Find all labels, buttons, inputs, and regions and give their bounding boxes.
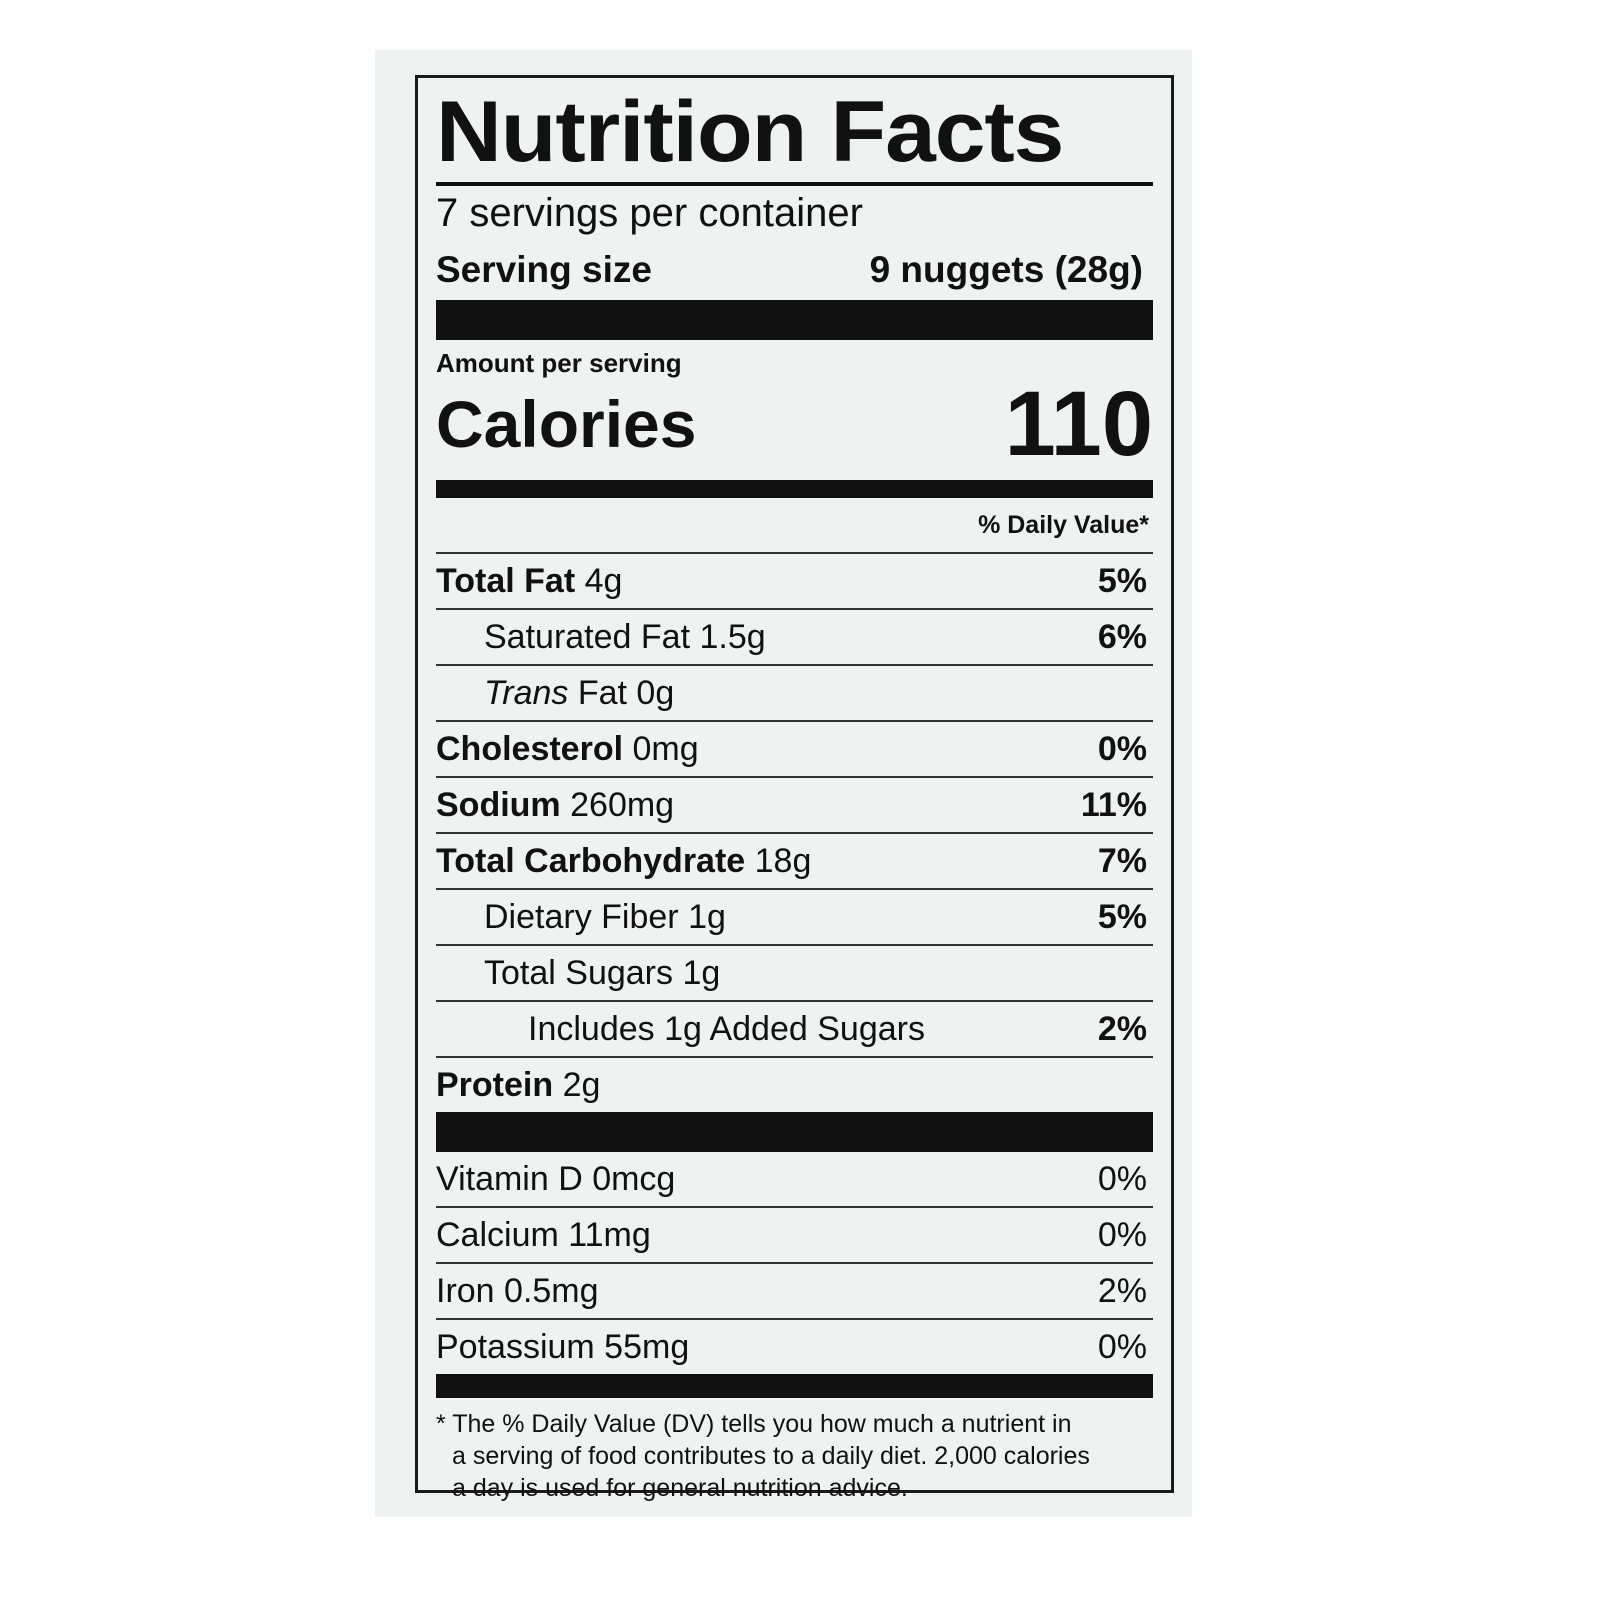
nutrient-name: Sodium	[436, 785, 561, 824]
nutrition-facts-label: Nutrition Facts 7 servings per container…	[415, 75, 1174, 1502]
vitamin-dv: 0%	[1097, 1215, 1147, 1254]
daily-value-header: % Daily Value*	[978, 511, 1149, 539]
nutrient-dv: 5%	[1097, 897, 1147, 936]
nutrient-name: Saturated Fat	[484, 617, 691, 656]
footnote-line: a day is used for general nutrition advi…	[452, 1474, 908, 1502]
servings-per-container: 7 servings per container	[436, 191, 863, 235]
nutrient-row-dietary-fiber: Dietary Fiber 1g 5%	[436, 888, 1153, 944]
nutrient-name: Total Carbohydrate	[436, 841, 746, 880]
nutrient-row-total-fat: Total Fat 4g 5%	[436, 552, 1153, 608]
serving-size-value: 9 nuggets (28g)	[869, 249, 1143, 290]
nutrient-name: Total Fat	[436, 561, 576, 600]
nutrient-row-trans-fat: Trans Fat 0g	[436, 664, 1153, 720]
nutrient-dv: 11%	[1080, 785, 1147, 824]
nutrient-row-saturated-fat: Saturated Fat 1.5g 6%	[436, 608, 1153, 664]
nutrient-dv: 6%	[1097, 617, 1147, 656]
nutrient-row-total-carbohydrate: Total Carbohydrate 18g 7%	[436, 832, 1153, 888]
calories-label: Calories	[436, 387, 697, 461]
vitamin-text: Calcium 11mg	[436, 1215, 651, 1254]
bottom-divider	[436, 1374, 1153, 1398]
label-background	[375, 50, 1192, 1517]
nutrient-row-protein: Protein 2g	[436, 1056, 1153, 1112]
nutrient-amount: 260mg	[570, 785, 675, 824]
amount-per-serving: Amount per serving	[436, 348, 682, 378]
nutrient-name: Total Sugars	[484, 953, 673, 992]
nutrient-name: Dietary Fiber	[484, 897, 679, 936]
vitamin-text: Vitamin D 0mcg	[436, 1159, 676, 1198]
nutrient-amount: 0g	[636, 673, 675, 712]
footnote: * The % Daily Value (DV) tells you how m…	[436, 1398, 1153, 1504]
nutrient-amount: 0mg	[632, 729, 699, 768]
nutrient-name: Trans	[484, 673, 569, 712]
calories-value: 110	[1004, 372, 1153, 475]
thick-divider	[436, 1112, 1153, 1152]
label-title: Nutrition Facts	[436, 84, 1064, 180]
thick-divider	[436, 300, 1153, 340]
nutrient-dv: 2%	[1097, 1009, 1147, 1048]
vitamin-dv: 0%	[1097, 1159, 1147, 1198]
medium-divider	[436, 480, 1153, 498]
vitamin-row: Potassium 55mg 0%	[436, 1318, 1153, 1374]
nutrient-amount: 1g	[682, 953, 721, 992]
nutrient-amount: 1g	[688, 897, 726, 936]
vitamin-dv: 2%	[1097, 1271, 1147, 1310]
nutrient-amount: 4g	[584, 561, 623, 600]
footnote-line: * The % Daily Value (DV) tells you how m…	[436, 1410, 1072, 1438]
nutrient-name: Protein	[436, 1065, 554, 1104]
calories-row: Calories 110	[436, 373, 1153, 475]
nutrient-name-rest: Fat	[577, 673, 627, 712]
vitamin-row: Vitamin D 0mcg 0%	[436, 1152, 1153, 1206]
nutrient-amount: 1.5g	[699, 617, 766, 656]
nutrient-row-total-sugars: Total Sugars 1g	[436, 944, 1153, 1000]
nutrient-row-added-sugars: Includes 1g Added Sugars 2%	[436, 1000, 1153, 1056]
serving-size-row: Serving size 9 nuggets (28g)	[436, 240, 1153, 300]
vitamin-dv: 0%	[1097, 1327, 1147, 1366]
nutrient-name: Cholesterol	[436, 729, 624, 768]
vitamin-row: Iron 0.5mg 2%	[436, 1262, 1153, 1318]
vitamin-text: Potassium 55mg	[436, 1327, 690, 1366]
vitamin-text: Iron 0.5mg	[436, 1271, 599, 1310]
serving-size-label: Serving size	[436, 249, 652, 290]
nutrient-row-cholesterol: Cholesterol 0mg 0%	[436, 720, 1153, 776]
nutrient-dv: 7%	[1097, 841, 1147, 880]
nutrient-row-sodium: Sodium 260mg 11%	[436, 776, 1153, 832]
footnote-line: a serving of food contributes to a daily…	[452, 1442, 1090, 1470]
nutrient-name: Includes 1g Added Sugars	[528, 1009, 925, 1048]
vitamin-row: Calcium 11mg 0%	[436, 1206, 1153, 1262]
divider	[436, 182, 1153, 186]
nutrient-dv: 0%	[1097, 729, 1147, 768]
nutrient-amount: 18g	[754, 841, 812, 880]
nutrient-amount: 2g	[562, 1065, 601, 1104]
nutrient-dv: 5%	[1097, 561, 1147, 600]
